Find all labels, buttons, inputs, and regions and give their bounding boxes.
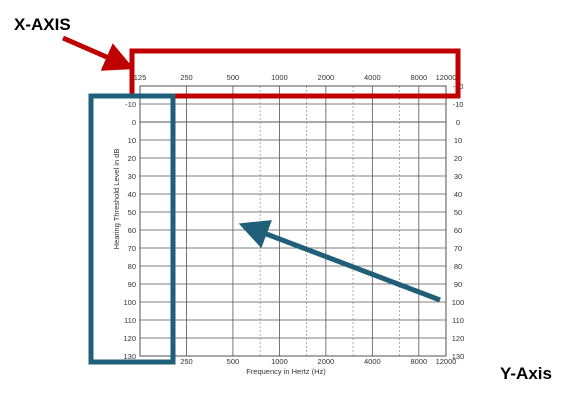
x-top-tick-label: 2000 [318,73,335,82]
y-left-tick-label: 110 [124,316,136,325]
y-right-tick-label: 110 [452,316,464,325]
y-left-tick-label: 70 [128,244,136,253]
y-left-tick-label: 80 [128,262,136,271]
y-left-tick-label: 120 [123,334,136,343]
y-axis-annotation-label: Y-Axis [500,364,552,383]
y-right-tick-label: 100 [452,298,465,307]
y-right-tick-label: 120 [452,334,465,343]
y-axis-title: Hearing Threshold Level in dB [112,149,121,250]
y-left-tick-label: 10 [128,136,136,145]
y-left-tick-label: 20 [128,154,136,163]
y-left-tick-label: 0 [132,118,136,127]
y-right-tick-label: 50 [454,208,462,217]
x-top-tick-label: 125 [134,73,147,82]
x-axis-highlight-box [129,48,461,99]
x-axis-annotation-label: X-AXIS [14,15,71,34]
x-bottom-tick-label: 2000 [318,357,335,366]
x-top-tick-label: 8000 [410,73,427,82]
y-right-tick-label: 60 [454,226,462,235]
x-top-tick-label: 250 [180,73,193,82]
y-right-tick-label: 30 [454,172,462,181]
blue-arrow [238,220,441,303]
x-top-tick-label: 1000 [271,73,288,82]
x-top-tick-label: 4000 [364,73,381,82]
x-bottom-tick-label: 250 [180,357,193,366]
y-left-tick-label: 50 [128,208,136,217]
x-axis-title: Frequency in Hertz (Hz) [246,367,326,376]
y-right-tick-label: 90 [454,280,462,289]
y-right-tick-label: 20 [454,154,462,163]
y-left-tick-label: -10 [125,100,136,109]
y-left-tick-label: 90 [128,280,136,289]
y-left-tick-label: 60 [128,226,136,235]
x-top-tick-label: 12000 [436,73,457,82]
y-left-tick-label: 40 [128,190,136,199]
x-bottom-tick-label: 12000 [436,357,457,366]
y-left-tick-label: 100 [123,298,136,307]
y-axis-highlight-box [88,93,176,365]
x-bottom-tick-label: 8000 [410,357,427,366]
grid [139,85,447,357]
y-left-tick-label: 30 [128,172,136,181]
x-bottom-tick-label: 1000 [271,357,288,366]
y-right-tick-label: 80 [454,262,462,271]
y-right-tick-label: 130 [452,352,465,361]
y-right-tick-label: -10 [453,100,464,109]
y-left-tick-label: 130 [123,352,136,361]
y-right-tick-label: 40 [454,190,462,199]
red-arrow [62,35,135,71]
plot-frame [139,85,447,357]
y-right-tick-label: 0 [456,118,460,127]
y-right-tick-label: 10 [454,136,462,145]
x-bottom-tick-label: 500 [227,357,240,366]
x-bottom-tick-label: 4000 [364,357,381,366]
x-top-tick-label: 500 [227,73,240,82]
y-right-tick-label: 70 [454,244,462,253]
